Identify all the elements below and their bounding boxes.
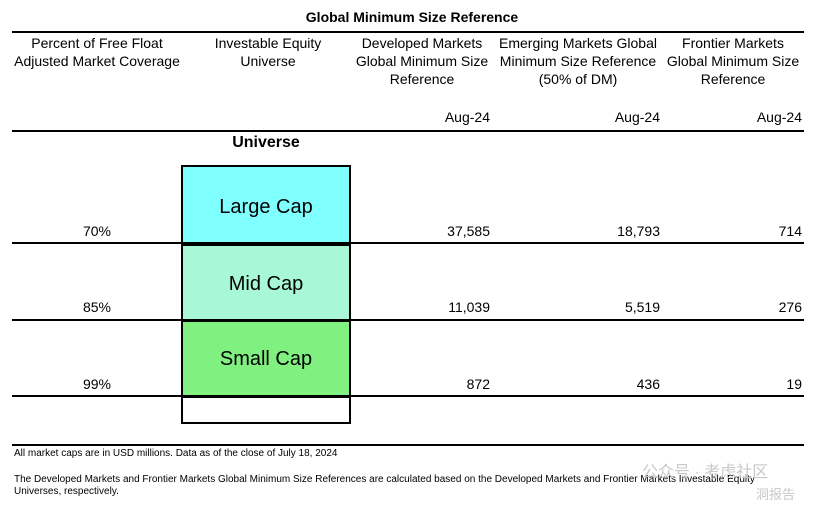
coverage-small-cap: 99% bbox=[82, 376, 112, 392]
segment-label-small-cap: Small Cap bbox=[219, 348, 313, 370]
header-frontier: Frontier Markets Global Minimum Size Ref… bbox=[666, 35, 800, 87]
row-divider bbox=[12, 242, 804, 244]
header-emerging: Emerging Markets Global Minimum Size Ref… bbox=[499, 35, 657, 87]
date-frontier: Aug-24 bbox=[756, 109, 802, 125]
header-divider bbox=[12, 130, 804, 132]
title-divider bbox=[12, 31, 804, 33]
header-coverage: Percent of Free Float Adjusted Market Co… bbox=[14, 35, 180, 69]
footnote-units: All market caps are in USD millions. Dat… bbox=[14, 448, 338, 459]
segment-label-mid-cap: Mid Cap bbox=[228, 273, 304, 295]
date-developed: Aug-24 bbox=[444, 109, 490, 125]
segment-box-mid-cap: Mid Cap bbox=[181, 244, 351, 322]
em-value-large-cap: 18,793 bbox=[617, 223, 660, 239]
date-emerging: Aug-24 bbox=[614, 109, 660, 125]
watermark-text: 公众号 · 考虑社区 bbox=[642, 464, 769, 481]
watermark-subtext: 洞报告 bbox=[756, 487, 796, 502]
em-value-mid-cap: 5,519 bbox=[624, 299, 660, 315]
row-divider bbox=[12, 319, 804, 321]
fm-value-large-cap: 714 bbox=[778, 223, 802, 239]
dm-value-small-cap: 872 bbox=[466, 376, 490, 392]
footnote-methodology: The Developed Markets and Frontier Marke… bbox=[14, 474, 755, 497]
coverage-mid-cap: 85% bbox=[82, 299, 112, 315]
header-developed: Developed Markets Global Minimum Size Re… bbox=[355, 35, 489, 87]
em-value-small-cap: 436 bbox=[636, 376, 660, 392]
segment-box-small-cap: Small Cap bbox=[181, 320, 351, 398]
universe-label: Universe bbox=[232, 134, 300, 151]
fm-value-small-cap: 19 bbox=[786, 376, 802, 392]
footer-divider bbox=[12, 444, 804, 446]
row-divider bbox=[12, 395, 804, 397]
dm-value-large-cap: 37,585 bbox=[447, 223, 490, 239]
segment-box-empty bbox=[181, 396, 351, 424]
segment-label-large-cap: Large Cap bbox=[219, 196, 313, 218]
dm-value-mid-cap: 11,039 bbox=[448, 299, 490, 315]
header-universe: Investable Equity Universe bbox=[214, 35, 322, 69]
segment-box-large-cap: Large Cap bbox=[181, 165, 351, 246]
coverage-large-cap: 70% bbox=[82, 223, 112, 239]
page-title: Global Minimum Size Reference bbox=[305, 9, 519, 25]
fm-value-mid-cap: 276 bbox=[778, 299, 802, 315]
